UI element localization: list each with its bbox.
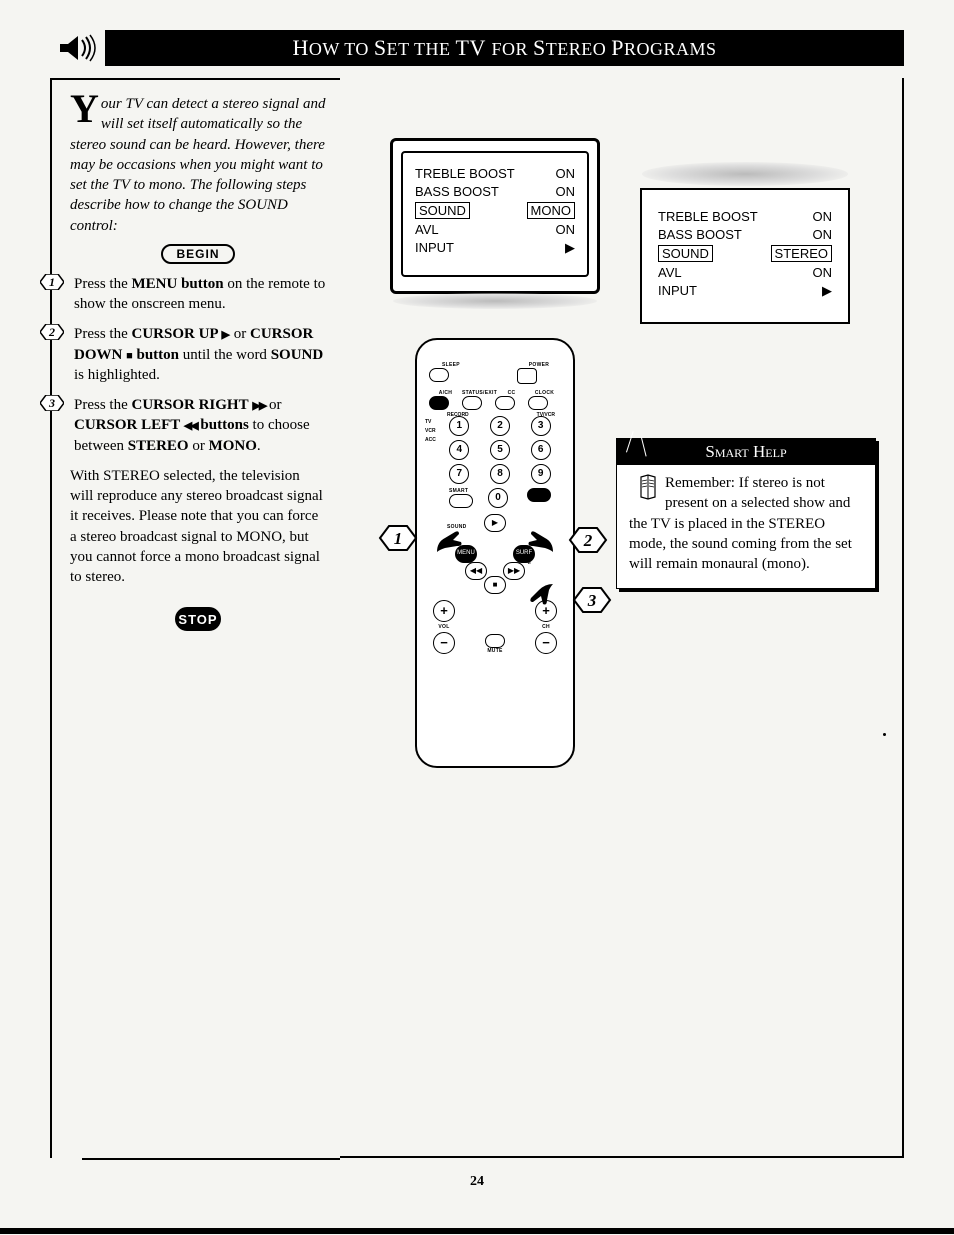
digit-8: 8 [490,464,510,484]
illustration-column: TREBLE BOOSTON BASS BOOSTON SOUNDMONO AV… [340,78,904,1158]
osd-row: AVLON [658,265,832,280]
hand-icon [527,582,555,611]
svg-text:2: 2 [583,531,593,550]
osd-screen-mono: TREBLE BOOSTON BASS BOOSTON SOUNDMONO AV… [390,138,600,294]
callout-2: 2 [570,528,606,557]
step-marker-2: 2 [40,324,64,340]
cc-button [495,396,515,410]
osd-row-selected: SOUNDSTEREO [658,245,832,262]
digit-9: 9 [531,464,551,484]
step-3-body: With STEREO selected, the television wil… [70,466,326,588]
power-button [517,368,537,384]
smart-help-text: Remember: If stereo is not present on a … [629,475,852,572]
osd-row-selected: SOUNDMONO [415,202,575,219]
manual-page: HOW TO SET THE TV FOR STEREO PROGRAMS Yo… [0,0,954,1210]
mute-button [485,634,505,648]
ach-button [429,396,449,410]
osd-inner: TREBLE BOOSTON BASS BOOSTON SOUNDMONO AV… [401,151,589,277]
hand-icon [525,528,555,559]
digit-2: 2 [490,416,510,436]
callout-1: 1 [380,526,416,555]
instructions-column: Your TV can detect a stereo signal and w… [50,78,340,1158]
step-2: 2 Press the CURSOR UP or CURSOR DOWN but… [70,324,326,385]
digit-6: 6 [531,440,551,460]
osd-row: AVLON [415,222,575,237]
svg-text:2: 2 [48,325,55,339]
begin-badge: BEGIN [161,244,235,264]
cursor-down: ■ [484,576,506,594]
svg-text:1: 1 [394,529,403,548]
remote-control-diagram: SLEEP POWER A/CH STATUS/EXIT CC CLOCK TV… [415,338,575,768]
svg-text:3: 3 [48,396,55,410]
digit-7: 7 [449,464,469,484]
digit-4: 4 [449,440,469,460]
ch-down: − [535,632,557,654]
stray-mark [883,733,886,736]
osd-screen-stereo: TREBLE BOOSTON BASS BOOSTON SOUNDSTEREO … [640,188,850,324]
osd-row: INPUT▶ [415,240,575,256]
page-title-text: HOW TO SET THE TV FOR STEREO PROGRAMS [293,35,717,60]
osd-inner: TREBLE BOOSTON BASS BOOSTON SOUNDSTEREO … [650,200,840,308]
osd-row: BASS BOOSTON [658,227,832,242]
speaker-icon [50,30,105,66]
dropcap: Y [70,94,99,124]
vol-down: − [433,632,455,654]
smart-help-title: Smart Help [617,439,875,465]
step-1: 1 Press the MENU button on the remote to… [70,274,326,315]
smart-help-box: Smart Help [616,438,876,589]
digit-1: 1 [449,416,469,436]
step-3: 3 Press the CURSOR RIGHT or CURSOR LEFT … [70,395,326,456]
clock-button [528,396,548,410]
smart-button [449,494,473,508]
cursor-right: ▶▶ [503,562,525,580]
cursor-pad: SOUND II ▶ ■ MENU SURF ◀◀ ▶▶ [455,514,535,594]
book-icon [637,473,659,509]
step-marker-1: 1 [40,274,64,290]
osd-row: TREBLE BOOSTON [415,166,575,181]
cursor-left: ◀◀ [465,562,487,580]
osd-row: TREBLE BOOSTON [658,209,832,224]
right-smart-button [527,488,551,502]
content: Your TV can detect a stereo signal and w… [50,78,904,1158]
step-marker-3: 3 [40,395,64,411]
page-number: 24 [50,1174,904,1190]
intro-text: Your TV can detect a stereo signal and w… [70,94,326,236]
svg-text:3: 3 [587,591,597,610]
digit-3: 3 [531,416,551,436]
digit-5: 5 [490,440,510,460]
hand-icon [435,528,465,559]
sleep-button [429,368,449,382]
smart-help-body: Remember: If stereo is not present on a … [617,465,875,588]
stop-badge: STOP [175,607,221,631]
digit-0: 0 [488,488,508,508]
callout-3: 3 [574,588,610,617]
status-button [462,396,482,410]
cursor-up: ▶ [484,514,506,532]
header: HOW TO SET THE TV FOR STEREO PROGRAMS [50,30,904,66]
osd-row: BASS BOOSTON [415,184,575,199]
footer-rule [0,1228,954,1234]
osd-row: INPUT▶ [658,283,832,299]
page-title: HOW TO SET THE TV FOR STEREO PROGRAMS [105,30,904,66]
screen-gloss [393,293,597,309]
intro-body: our TV can detect a stereo signal and wi… [70,96,325,234]
vol-up: + [433,600,455,622]
svg-text:1: 1 [49,275,55,289]
